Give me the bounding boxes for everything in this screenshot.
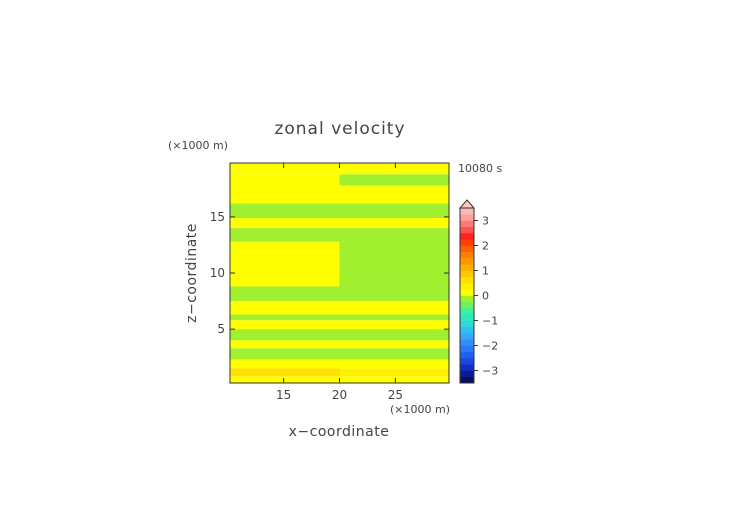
colorbar-segment-14: [460, 289, 474, 296]
band-right-3: [339, 348, 449, 360]
time-label: 10080 s: [458, 162, 502, 175]
band-right-16: [339, 163, 449, 175]
band-left-12: [230, 218, 340, 229]
colorbar-tick-label-2: −1: [482, 315, 498, 328]
band-right-13: [339, 203, 449, 218]
colorbar-tick-label-5: 2: [482, 240, 489, 253]
colorbar-segment-0: [460, 376, 474, 384]
band-right-5: [339, 329, 449, 341]
band-right-10: [339, 241, 449, 287]
colorbar-segment-26: [460, 214, 474, 221]
colorbar-tick-label-0: −3: [482, 365, 498, 378]
band-right-12: [339, 218, 449, 229]
band-right-11: [339, 228, 449, 242]
colorbar-segment-10: [460, 314, 474, 321]
colorbar-segment-12: [460, 301, 474, 309]
colorbar-segment-8: [460, 326, 474, 334]
colorbar-segment-19: [460, 258, 474, 265]
colorbar-segment-9: [460, 320, 474, 328]
colorbar-segment-4: [460, 351, 474, 359]
y-unit-label: (×1000 m): [168, 139, 228, 152]
colorbar-tick-label-3: 0: [482, 290, 489, 303]
x-axis-label: x−coordinate: [289, 424, 390, 440]
band-right-8: [339, 301, 449, 315]
colorbar-tick-label-4: 1: [482, 265, 489, 278]
chart-title: zonal velocity: [274, 119, 405, 139]
colorbar-extend-arrow: [458, 199, 476, 209]
colorbar-segment-24: [460, 226, 474, 234]
colorbar-segment-3: [460, 358, 474, 365]
colorbar-segment-23: [460, 233, 474, 240]
x-tick-label-20: 20: [332, 388, 347, 402]
colorbar-segment-25: [460, 220, 474, 228]
colorbar-segment-22: [460, 239, 474, 246]
y-tick-label-10: 10: [210, 266, 225, 280]
band-right-4: [339, 340, 449, 349]
colorbar-segment-6: [460, 339, 474, 346]
colorbar-segment-1: [460, 370, 474, 378]
colorbar-segment-18: [460, 264, 474, 271]
colorbar-segment-21: [460, 245, 474, 253]
band-left-10: [230, 241, 340, 287]
colorbar-segment-7: [460, 333, 474, 340]
band-left-3: [230, 348, 340, 360]
y-tick-label-15: 15: [210, 210, 225, 224]
band-left-13: [230, 203, 340, 218]
colorbar-segment-20: [460, 251, 474, 259]
band-left-15: [230, 174, 340, 186]
band-right-0: [339, 376, 449, 383]
colorbar-segment-15: [460, 283, 474, 290]
y-tick-label-5: 5: [217, 322, 225, 336]
band-left-7: [230, 314, 340, 321]
colorbar-tick-label-6: 3: [482, 215, 489, 228]
x-tick-label-15: 15: [276, 388, 291, 402]
x-unit-label: (×1000 m): [390, 403, 450, 416]
band-right-14: [339, 185, 449, 204]
band-right-15: [339, 174, 449, 186]
colorbar-segment-13: [460, 295, 474, 303]
x-tick-label-25: 25: [388, 388, 403, 402]
colorbar-segment-5: [460, 345, 474, 353]
colorbar-segment-2: [460, 364, 474, 371]
band-left-2: [230, 359, 340, 369]
band-left-0: [230, 376, 340, 383]
band-right-6: [339, 320, 449, 330]
colorbar: −3 −2 −1 0 1 2 3: [458, 199, 498, 384]
band-left-8: [230, 301, 340, 315]
band-left-6: [230, 320, 340, 330]
band-right-9: [339, 286, 449, 302]
band-left-5: [230, 329, 340, 341]
band-left-4: [230, 340, 340, 349]
colorbar-tick-label-1: −2: [482, 340, 498, 353]
band-right-1: [339, 368, 449, 377]
colorbar-segment-27: [460, 208, 474, 215]
plot-area: 15 20 25 5 10 15: [210, 162, 450, 402]
band-left-16: [230, 163, 340, 175]
y-axis-label: z−coordinate: [184, 223, 200, 323]
band-left-14: [230, 185, 340, 204]
band-right-7: [339, 314, 449, 321]
band-left-9: [230, 286, 340, 302]
band-right-2: [339, 359, 449, 369]
band-left-1: [230, 368, 340, 377]
colorbar-segment-11: [460, 308, 474, 315]
band-left-11: [230, 228, 340, 242]
colorbar-segment-17: [460, 270, 474, 278]
colorbar-segment-16: [460, 276, 474, 284]
